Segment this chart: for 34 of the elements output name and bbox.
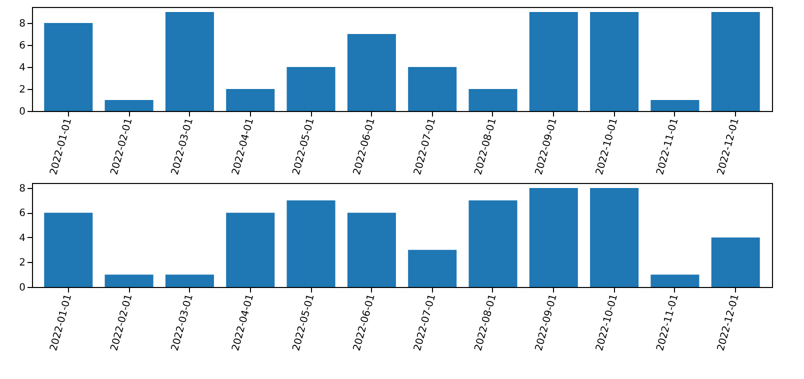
bar [44, 22, 93, 111]
y-tick-label: 2 [19, 258, 26, 269]
bar [104, 274, 154, 287]
bar [347, 212, 396, 287]
bar [44, 212, 93, 287]
bar [650, 274, 700, 287]
bar [286, 200, 336, 287]
bar [104, 100, 154, 111]
bar [408, 250, 457, 287]
bar [408, 66, 457, 111]
bar [468, 88, 518, 111]
y-tick-label: 2 [19, 84, 26, 96]
bar [468, 200, 518, 287]
y-tick-label: 0 [19, 106, 26, 118]
bar [286, 66, 336, 111]
bar [226, 212, 275, 287]
bar [711, 237, 760, 287]
y-tick-label: 8 [19, 18, 26, 30]
bar [347, 34, 396, 111]
y-tick-label: 8 [19, 183, 26, 194]
y-tick-label: 4 [19, 232, 26, 244]
bar [529, 12, 578, 111]
y-tick-label: 0 [19, 282, 26, 294]
bar [711, 12, 760, 111]
y-tick-label: 6 [19, 40, 26, 52]
bar [529, 188, 578, 287]
bar [165, 274, 214, 287]
y-tick-label: 6 [19, 208, 26, 220]
bar [650, 100, 700, 111]
bar [590, 12, 639, 111]
y-tick-label: 4 [19, 62, 26, 74]
bar [226, 88, 275, 111]
bar [165, 12, 214, 111]
bar [590, 188, 639, 287]
